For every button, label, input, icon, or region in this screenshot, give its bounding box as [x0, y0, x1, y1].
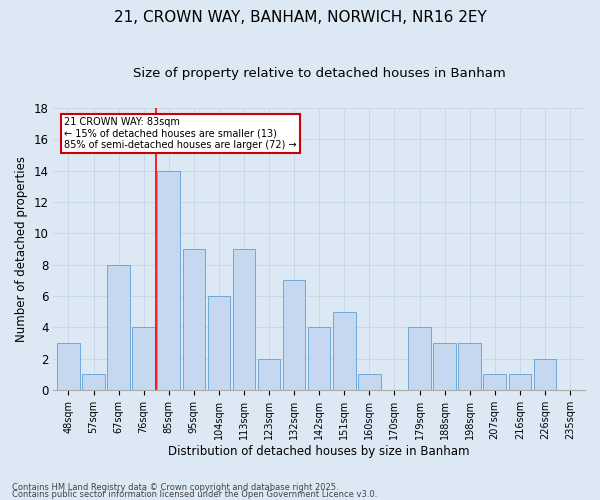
Bar	[533, 358, 556, 390]
Bar	[258, 358, 280, 390]
Bar	[157, 170, 180, 390]
Text: 21, CROWN WAY, BANHAM, NORWICH, NR16 2EY: 21, CROWN WAY, BANHAM, NORWICH, NR16 2EY	[113, 10, 487, 25]
Bar	[182, 249, 205, 390]
Bar	[208, 296, 230, 390]
Bar	[358, 374, 380, 390]
Bar	[82, 374, 105, 390]
Text: Contains HM Land Registry data © Crown copyright and database right 2025.: Contains HM Land Registry data © Crown c…	[12, 484, 338, 492]
X-axis label: Distribution of detached houses by size in Banham: Distribution of detached houses by size …	[169, 444, 470, 458]
Bar	[233, 249, 255, 390]
Bar	[484, 374, 506, 390]
Bar	[107, 264, 130, 390]
Bar	[283, 280, 305, 390]
Text: 21 CROWN WAY: 83sqm
← 15% of detached houses are smaller (13)
85% of semi-detach: 21 CROWN WAY: 83sqm ← 15% of detached ho…	[64, 116, 296, 150]
Title: Size of property relative to detached houses in Banham: Size of property relative to detached ho…	[133, 68, 506, 80]
Bar	[509, 374, 531, 390]
Text: Contains public sector information licensed under the Open Government Licence v3: Contains public sector information licen…	[12, 490, 377, 499]
Bar	[133, 327, 155, 390]
Bar	[433, 343, 456, 390]
Bar	[308, 327, 331, 390]
Bar	[408, 327, 431, 390]
Bar	[458, 343, 481, 390]
Bar	[57, 343, 80, 390]
Bar	[333, 312, 356, 390]
Y-axis label: Number of detached properties: Number of detached properties	[15, 156, 28, 342]
